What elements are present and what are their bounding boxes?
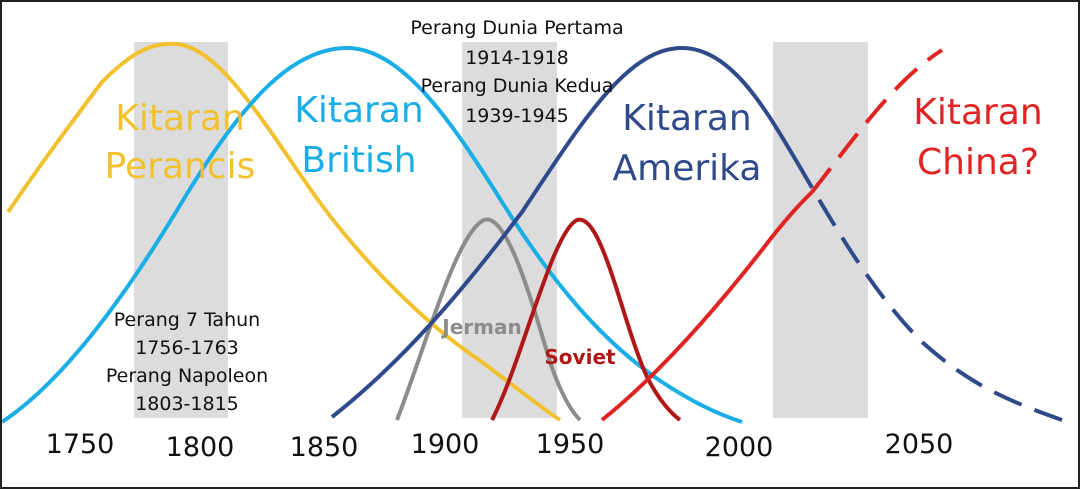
label-soviet: Soviet <box>544 345 616 369</box>
curve-american-cycle <box>330 45 799 419</box>
label-french-line1: Kitaran <box>115 98 244 139</box>
year-label-1750: 1750 <box>46 429 115 460</box>
label-american-line2: Amerika <box>613 148 762 189</box>
war-early-line4: 1803-1815 <box>135 393 239 415</box>
curve-german <box>395 217 582 422</box>
war-world-line1: Perang Dunia Pertama <box>410 17 623 39</box>
label-british-line1: Kitaran <box>294 90 423 131</box>
year-label-1850: 1850 <box>290 432 359 463</box>
label-french-line2: Perancis <box>105 146 256 187</box>
curve-china-projection <box>810 48 944 194</box>
curve-french-cycle <box>6 41 562 422</box>
war-early-line3: Perang Napoleon <box>106 365 268 387</box>
band-future <box>773 42 868 418</box>
curve-american-projection <box>795 160 1063 422</box>
year-label-1800: 1800 <box>166 432 235 463</box>
year-label-1900: 1900 <box>411 429 480 460</box>
year-label-1950: 1950 <box>536 429 605 460</box>
war-world-line2: 1914-1918 <box>465 47 569 69</box>
label-american-line1: Kitaran <box>622 98 751 139</box>
war-world-line3: Perang Dunia Kedua <box>421 75 614 97</box>
war-early-line2: 1756-1763 <box>135 337 239 359</box>
year-label-2000: 2000 <box>705 432 774 463</box>
war-early-line1: Perang 7 Tahun <box>114 309 260 331</box>
band-early-wars <box>134 42 228 418</box>
curve-china-cycle <box>600 190 814 422</box>
label-british-line2: British <box>301 140 416 181</box>
year-label-2050: 2050 <box>885 429 954 460</box>
label-china-line1: Kitaran <box>913 92 1042 133</box>
war-world-line4: 1939-1945 <box>465 105 569 127</box>
label-german: Jerman <box>440 315 521 339</box>
curve-british-cycle <box>2 45 743 424</box>
label-china-line2: China? <box>917 142 1039 183</box>
curve-soviet <box>490 217 682 422</box>
